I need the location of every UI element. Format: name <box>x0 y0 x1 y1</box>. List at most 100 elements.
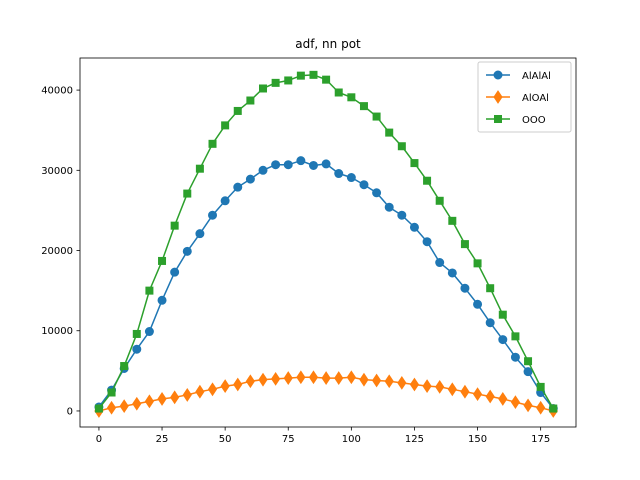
y-tick-label: 30000 <box>41 166 73 177</box>
data-point <box>397 142 406 151</box>
data-point <box>448 216 457 225</box>
data-point <box>284 76 293 85</box>
x-tick-label: 125 <box>405 434 424 445</box>
data-point <box>120 362 129 371</box>
data-point <box>245 374 255 389</box>
data-point <box>233 106 242 115</box>
data-point <box>296 370 306 385</box>
data-point <box>296 71 305 80</box>
data-point <box>220 196 230 206</box>
data-point <box>485 389 495 404</box>
data-point <box>510 352 520 362</box>
legend-marker <box>493 70 503 80</box>
data-point <box>322 75 331 84</box>
data-point <box>385 128 394 137</box>
legend-label: AlOAl <box>522 93 549 104</box>
data-point <box>158 256 167 265</box>
data-point <box>536 400 546 415</box>
data-point <box>384 202 394 212</box>
data-point <box>536 382 545 391</box>
data-point <box>498 335 508 345</box>
data-point <box>208 139 217 148</box>
x-tick-label: 75 <box>282 434 295 445</box>
data-point <box>498 392 508 406</box>
data-point <box>144 327 154 337</box>
data-point <box>397 375 407 390</box>
data-point <box>435 196 444 205</box>
data-point <box>460 384 470 399</box>
data-point <box>107 388 116 397</box>
data-point <box>258 165 268 175</box>
data-point <box>308 370 319 385</box>
data-point <box>170 221 179 230</box>
data-point <box>423 176 432 185</box>
data-point <box>397 210 407 220</box>
plot-area <box>94 70 558 418</box>
legend-item: OOO <box>486 115 546 126</box>
data-point <box>460 240 469 249</box>
data-point <box>473 299 483 309</box>
data-point <box>271 160 281 170</box>
data-point <box>283 160 293 170</box>
data-point <box>321 159 331 169</box>
x-tick-label: 50 <box>219 434 232 445</box>
data-point <box>346 370 356 385</box>
data-point <box>486 284 495 293</box>
x-tick-label: 0 <box>96 434 102 445</box>
data-point <box>132 329 141 338</box>
x-tick-label: 175 <box>531 434 550 445</box>
data-point <box>308 160 318 170</box>
chart-title: adf, nn pot <box>295 37 361 51</box>
x-tick-label: 100 <box>342 434 361 445</box>
data-point <box>422 237 432 247</box>
data-point <box>422 379 432 393</box>
data-point <box>485 318 495 328</box>
data-point <box>233 182 243 192</box>
data-point <box>498 310 507 319</box>
data-point <box>447 382 457 397</box>
data-point <box>524 357 533 366</box>
legend-item: AlOAl <box>486 90 549 104</box>
data-point <box>309 70 318 79</box>
y-tick-label: 40000 <box>41 86 73 97</box>
data-point <box>144 394 155 409</box>
axes: 0 25 50 75 100 125 150 175 0 10000 20000 30000 40000 <box>41 57 577 445</box>
data-point <box>182 388 192 402</box>
data-point <box>460 283 470 293</box>
data-point <box>371 373 382 388</box>
data-point <box>435 379 445 394</box>
data-point <box>182 246 192 256</box>
data-point <box>359 102 368 111</box>
data-point <box>372 188 382 198</box>
y-tick-label: 20000 <box>41 246 73 257</box>
data-point <box>170 390 180 405</box>
data-point <box>145 286 154 295</box>
data-point <box>296 156 306 166</box>
data-point <box>511 332 520 341</box>
y-tick-label: 10000 <box>41 326 73 337</box>
legend-marker <box>493 90 503 104</box>
data-point <box>334 169 344 179</box>
data-point <box>183 189 192 198</box>
data-point <box>510 395 521 410</box>
data-point <box>258 372 268 387</box>
data-point <box>157 295 167 305</box>
data-point <box>409 377 420 392</box>
data-point <box>473 259 482 268</box>
data-point <box>195 229 205 239</box>
legend-label: OOO <box>522 115 546 126</box>
x-tick-label: 25 <box>156 434 169 445</box>
data-point <box>523 398 533 413</box>
data-point <box>195 164 204 173</box>
data-point <box>447 268 457 278</box>
data-point <box>435 258 445 268</box>
data-point <box>410 159 419 168</box>
data-point <box>359 180 369 190</box>
data-point <box>259 84 268 93</box>
data-point <box>132 396 142 411</box>
data-point <box>523 367 533 377</box>
data-point <box>334 88 343 97</box>
y-tick-label: 0 <box>67 406 73 417</box>
data-point <box>207 382 218 397</box>
